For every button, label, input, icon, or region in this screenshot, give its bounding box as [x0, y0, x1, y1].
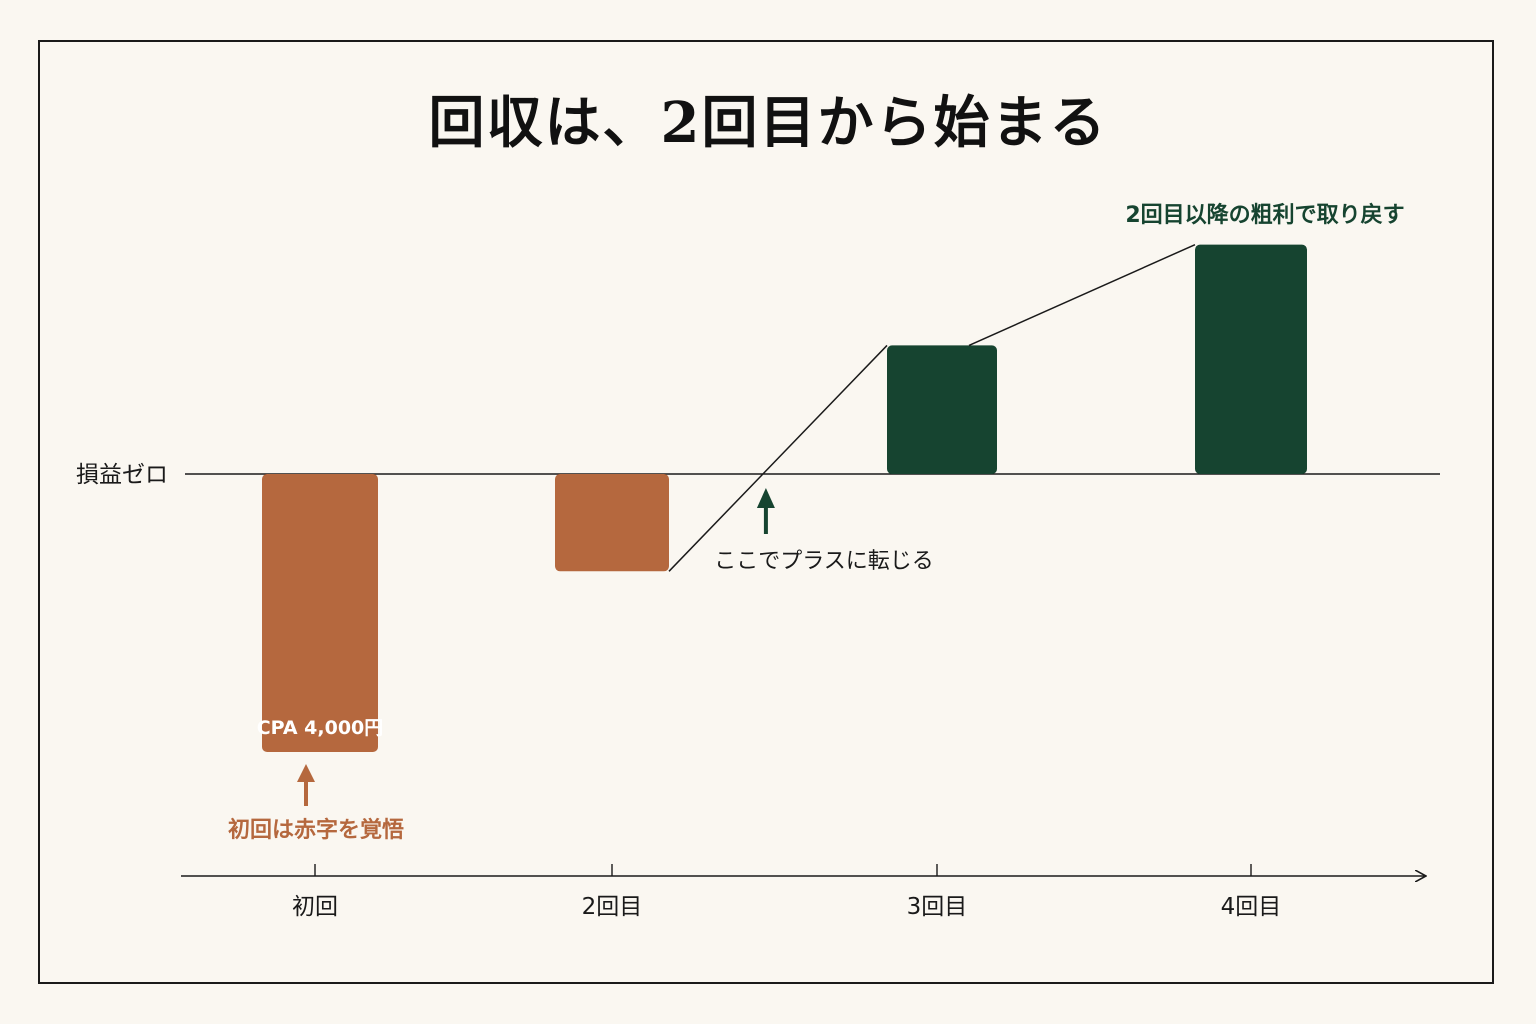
x-tick-label-2: 2回目 [582, 894, 643, 920]
recovery-annotation-text: 2回目以降の粗利で取り戻す [1125, 202, 1404, 228]
x-axis-ticks: 初回 2回目 3回目 4回目 [292, 864, 1281, 920]
first-loss-text: 初回は赤字を覚悟 [228, 817, 404, 843]
connector-lines [668, 243, 1196, 572]
turn-positive-annotation: ここでプラスに転じる [714, 488, 934, 574]
chart-frame [38, 40, 1494, 984]
bars-group: CPA 4,000円 [257, 244, 1307, 752]
x-tick-label-1: 初回 [292, 894, 338, 920]
first-loss-arrow-head [297, 764, 315, 782]
connector-2-3 [668, 344, 888, 572]
turn-positive-arrow-head [756, 488, 775, 508]
bar-1 [262, 474, 378, 752]
first-loss-annotation: 初回は赤字を覚悟 [228, 764, 404, 843]
x-tick-label-4: 4回目 [1221, 894, 1282, 920]
connector-3-4 [968, 243, 1196, 347]
bar-2 [555, 474, 669, 572]
bar-4 [1195, 244, 1307, 474]
x-tick-label-3: 3回目 [907, 894, 968, 920]
bar-label-1: CPA 4,000円 [257, 717, 384, 739]
chart-title: 回収は、2回目から始まる [428, 90, 1108, 156]
bar-3 [887, 345, 997, 474]
zero-line-label: 損益ゼロ [76, 462, 168, 488]
turn-positive-text: ここでプラスに転じる [714, 549, 934, 574]
